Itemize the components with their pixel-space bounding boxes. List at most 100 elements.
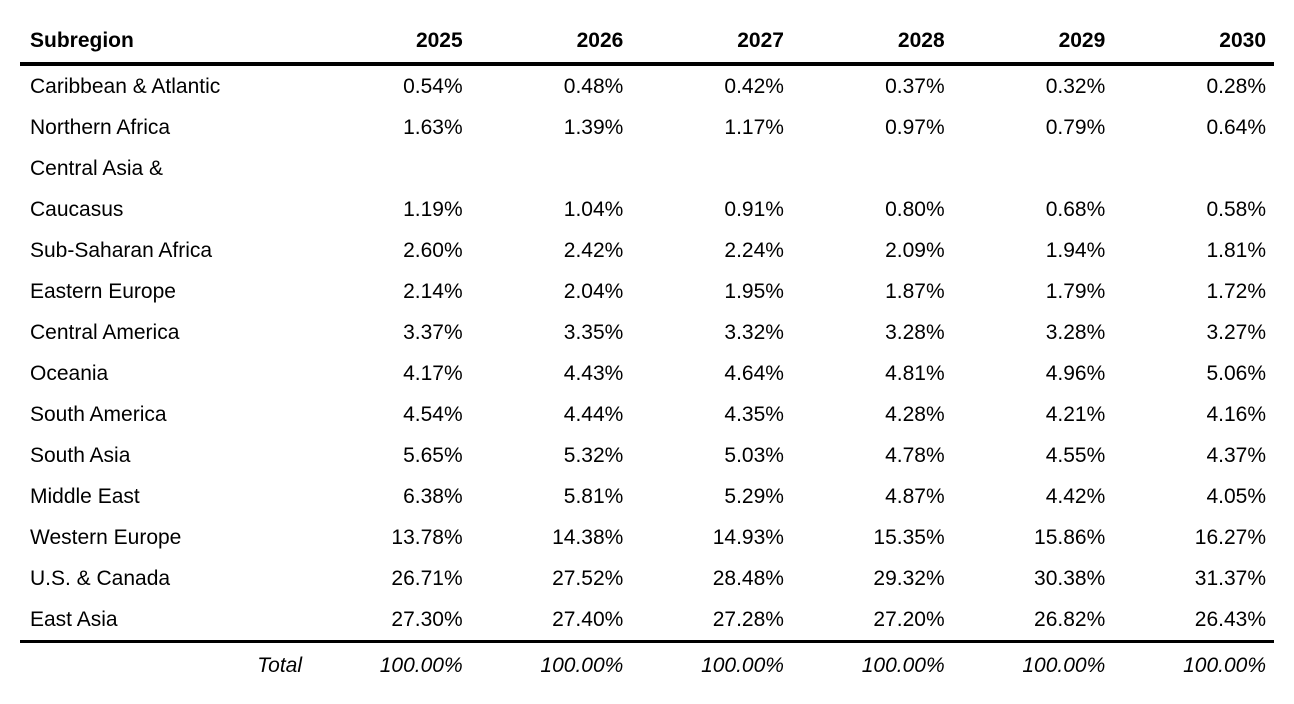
- value-cell: 4.44%: [563, 403, 624, 426]
- region-label: Central Asia & Caucasus: [30, 157, 164, 221]
- value-cell: 27.52%: [552, 567, 624, 590]
- value-cell: 1.79%: [1045, 280, 1106, 303]
- column-header-year: 2027: [631, 16, 792, 66]
- value-cell: 2.14%: [403, 280, 463, 303]
- column-header-year: 2026: [470, 16, 632, 66]
- table-row: South Asia 5.65% 5.32% 5.03% 4.78% 4.55% 4.37%: [20, 435, 1274, 476]
- total-row: Total 100.00% 100.00% 100.00% 100.00% 100.00%…: [20, 642, 1274, 689]
- value-cell: 3.28%: [1045, 321, 1106, 344]
- value-cell: 3.28%: [885, 321, 945, 344]
- value-cell: 28.48%: [712, 567, 784, 590]
- value-cell: 16.27%: [1194, 526, 1266, 549]
- value-cell: 4.16%: [1206, 403, 1266, 426]
- value-cell: 0.54%: [403, 75, 463, 98]
- value-cell: 1.17%: [724, 116, 784, 139]
- value-cell: 0.37%: [885, 75, 945, 98]
- table-row: Central Asia & Caucasus 1.19% 1.04% 0.91% 0.…: [20, 148, 1274, 230]
- region-label: Western Europe: [30, 526, 182, 549]
- region-label: South America: [30, 403, 167, 426]
- region-label: Oceania: [30, 362, 109, 385]
- value-cell: 0.32%: [1045, 75, 1106, 98]
- region-label: Northern Africa: [30, 116, 171, 139]
- value-cell: 0.48%: [563, 75, 624, 98]
- value-cell: 5.06%: [1206, 362, 1266, 385]
- value-cell: 6.38%: [403, 485, 463, 508]
- table-row: Sub-Saharan Africa 2.60% 2.42% 2.24% 2.09% 1.…: [20, 230, 1274, 271]
- value-cell: 15.86%: [1034, 526, 1106, 549]
- value-cell: 2.24%: [724, 239, 784, 262]
- value-cell: 14.38%: [552, 526, 624, 549]
- value-cell: 27.40%: [470, 599, 632, 643]
- table-header: Subregion 2025 2026 2027 2028 2029 2030: [20, 16, 1274, 66]
- region-label: Middle East: [30, 485, 140, 508]
- value-cell: 5.03%: [724, 444, 784, 467]
- page: Subregion 2025 2026 2027 2028 2029 2030 Caribb…: [20, 16, 1274, 688]
- table-row: South America 4.54% 4.44% 4.35% 4.28% 4.21% 4.…: [20, 394, 1274, 435]
- value-cell: 26.43%: [1113, 599, 1274, 643]
- value-cell: 0.91%: [724, 198, 784, 221]
- value-cell: 3.35%: [563, 321, 624, 344]
- value-cell: 0.64%: [1206, 116, 1266, 139]
- value-cell: 4.35%: [724, 403, 784, 426]
- value-cell: 1.72%: [1206, 280, 1266, 303]
- region-label: Eastern Europe: [30, 280, 176, 303]
- subregion-share-table: Subregion 2025 2026 2027 2028 2029 2030 Caribb…: [20, 16, 1274, 688]
- value-cell: 0.68%: [1045, 198, 1106, 221]
- value-cell: 15.35%: [873, 526, 945, 549]
- value-cell: 27.20%: [791, 599, 953, 643]
- table-body: Caribbean & Atlantic 0.54% 0.48% 0.42% 0.37%…: [20, 64, 1274, 643]
- table-row: U.S. & Canada 26.71% 27.52% 28.48% 29.32% 30.…: [20, 558, 1274, 599]
- value-cell: 0.42%: [724, 75, 784, 98]
- table-row: Central America 3.37% 3.35% 3.32% 3.28% 3.28%…: [20, 312, 1274, 353]
- value-cell: 0.58%: [1206, 198, 1266, 221]
- table-row: Northern Africa 1.63% 1.39% 1.17% 0.97% 0.79%…: [20, 107, 1274, 148]
- value-cell: 3.27%: [1206, 321, 1266, 344]
- value-cell: 29.32%: [873, 567, 945, 590]
- value-cell: 1.63%: [403, 116, 463, 139]
- value-cell: 3.37%: [403, 321, 463, 344]
- column-header-year: 2029: [952, 16, 1114, 66]
- value-cell: 1.95%: [724, 280, 784, 303]
- value-cell: 31.37%: [1194, 567, 1266, 590]
- value-cell: 4.37%: [1206, 444, 1266, 467]
- value-cell: 4.21%: [1045, 403, 1106, 426]
- region-label: South Asia: [30, 444, 131, 467]
- value-cell: 4.43%: [563, 362, 624, 385]
- value-cell: 3.32%: [724, 321, 784, 344]
- value-cell: 30.38%: [1034, 567, 1106, 590]
- value-cell: 2.09%: [885, 239, 945, 262]
- value-cell: 4.64%: [724, 362, 784, 385]
- value-cell: 5.32%: [563, 444, 624, 467]
- column-header-year: 2025: [310, 16, 471, 66]
- region-label: U.S. & Canada: [30, 567, 171, 590]
- value-cell: 0.28%: [1206, 75, 1266, 98]
- header-row: Subregion 2025 2026 2027 2028 2029 2030: [20, 16, 1274, 66]
- value-cell: 4.96%: [1045, 362, 1106, 385]
- total-label: Total: [257, 653, 302, 677]
- total-value-cell: 100.00%: [1183, 653, 1266, 677]
- value-cell: 4.87%: [885, 485, 945, 508]
- column-header-subregion: Subregion: [20, 16, 310, 66]
- value-cell: 2.42%: [563, 239, 624, 262]
- value-cell: 4.05%: [1206, 485, 1266, 508]
- value-cell: 1.87%: [885, 280, 945, 303]
- value-cell: 14.93%: [712, 526, 784, 549]
- total-value-cell: 100.00%: [540, 653, 624, 677]
- value-cell: 1.19%: [403, 198, 463, 221]
- value-cell: 5.81%: [563, 485, 624, 508]
- value-cell: 4.78%: [885, 444, 945, 467]
- table-row: Western Europe 13.78% 14.38% 14.93% 15.35% 15…: [20, 517, 1274, 558]
- value-cell: 4.17%: [403, 362, 463, 385]
- column-header-year: 2030: [1113, 16, 1274, 66]
- region-label: Sub-Saharan Africa: [30, 239, 213, 262]
- table-row: Middle East 6.38% 5.81% 5.29% 4.87% 4.42% 4.05…: [20, 476, 1274, 517]
- value-cell: 1.94%: [1045, 239, 1106, 262]
- total-value-cell: 100.00%: [379, 653, 463, 677]
- value-cell: 1.39%: [563, 116, 624, 139]
- total-value-cell: 100.00%: [1022, 653, 1106, 677]
- table-row: Eastern Europe 2.14% 2.04% 1.95% 1.87% 1.79% 1…: [20, 271, 1274, 312]
- value-cell: 1.81%: [1206, 239, 1266, 262]
- value-cell: 0.79%: [1045, 116, 1106, 139]
- value-cell: 5.29%: [724, 485, 784, 508]
- value-cell: 26.82%: [952, 599, 1114, 643]
